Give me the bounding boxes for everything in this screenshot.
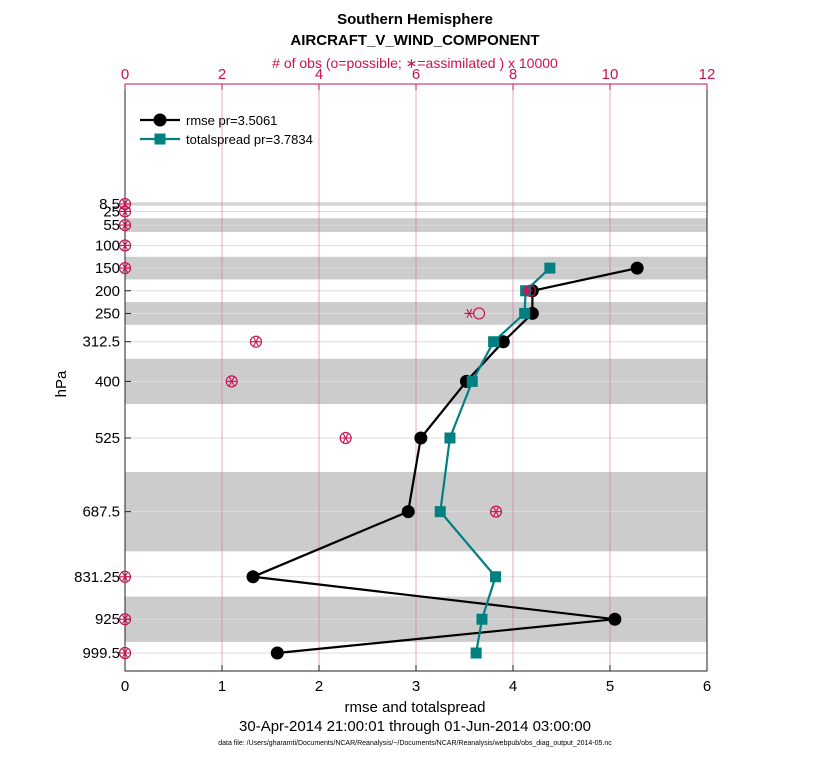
top-tick-label-3: 6 bbox=[412, 66, 420, 83]
series-line-0 bbox=[248, 267, 638, 655]
y-tick-label-4: 150 bbox=[95, 260, 120, 277]
obs-possible-marker-1 bbox=[118, 205, 132, 218]
spread-point-3 bbox=[488, 336, 500, 348]
y-tick-label-11: 831.25 bbox=[74, 569, 120, 586]
spread-point-2 bbox=[519, 307, 531, 319]
spread-point-7 bbox=[490, 571, 502, 583]
x-tick-label-2: 2 bbox=[315, 678, 323, 695]
obs-assimilated-marker-1 bbox=[120, 206, 130, 217]
y-tick-label-13: 999.5 bbox=[82, 645, 120, 662]
y-tick-label-6: 250 bbox=[95, 305, 120, 322]
y-tick-label-7: 312.5 bbox=[82, 334, 120, 351]
spread-point-8 bbox=[476, 613, 488, 625]
obs-assimilated-marker-10 bbox=[491, 507, 502, 517]
rmse-point-6 bbox=[401, 505, 415, 519]
rmse-point-5 bbox=[414, 431, 428, 445]
top-tick-label-6: 12 bbox=[699, 66, 716, 83]
top-tick-label-2: 4 bbox=[315, 66, 323, 83]
file-note: data file: /Users/gharamti/Documents/NCA… bbox=[218, 740, 612, 747]
obs-possible-marker-13 bbox=[118, 646, 132, 660]
y-tick-label-3: 100 bbox=[95, 237, 120, 254]
y-tick-label-9: 525 bbox=[95, 430, 120, 447]
obs-assimilated-marker-12 bbox=[120, 614, 130, 624]
obs-possible-marker-3 bbox=[118, 239, 132, 252]
obs-assimilated-marker-9 bbox=[340, 433, 351, 443]
chart-subtitle: AIRCRAFT_V_WIND_COMPONENT bbox=[290, 32, 539, 49]
legend-rmse-marker bbox=[153, 113, 167, 127]
spread-point-4 bbox=[466, 375, 478, 387]
obs-assimilated-marker-2 bbox=[120, 220, 130, 230]
obs-assimilated-marker-5 bbox=[522, 286, 533, 296]
obs-assimilated-marker-3 bbox=[120, 240, 130, 251]
obs-possible-marker-11 bbox=[118, 570, 132, 583]
top-tick-label-0: 0 bbox=[121, 66, 129, 83]
x-tick-label-4: 4 bbox=[509, 678, 517, 695]
y-tick-label-12: 925 bbox=[95, 611, 120, 628]
spread-point-5 bbox=[444, 432, 456, 444]
spread-point-6 bbox=[434, 506, 446, 518]
y-tick-label-2: 55 bbox=[103, 217, 120, 234]
y-axis-label: hPa bbox=[53, 370, 70, 397]
x-tick-label-0: 0 bbox=[121, 678, 129, 695]
series-line-1 bbox=[439, 267, 551, 654]
legend-rmse-label: rmse pr=3.5061 bbox=[186, 113, 277, 128]
obs-possible-marker-4 bbox=[118, 262, 132, 275]
y-tick-label-0: 8.5 bbox=[99, 196, 120, 213]
x-axis-label: rmse and totalspread bbox=[345, 699, 486, 716]
spread-point-0 bbox=[544, 262, 556, 274]
rmse-point-7 bbox=[246, 570, 260, 584]
y-tick-label-5: 200 bbox=[95, 283, 120, 300]
x-tick-label-3: 3 bbox=[412, 678, 420, 695]
obs-possible-marker-12 bbox=[118, 613, 132, 626]
obs-assimilated-marker-11 bbox=[120, 572, 130, 582]
rmse-point-9 bbox=[270, 646, 284, 660]
y-tick-label-8: 400 bbox=[95, 373, 120, 390]
y-tick-label-1: 25 bbox=[103, 203, 120, 220]
obs-possible-marker-7 bbox=[249, 335, 263, 348]
obs-possible-marker-8 bbox=[225, 375, 238, 388]
x-tick-label-6: 6 bbox=[703, 678, 711, 695]
obs-possible-marker-10 bbox=[489, 505, 503, 518]
chart-title: Southern Hemisphere bbox=[337, 11, 493, 28]
obs-possible-marker-2 bbox=[118, 218, 132, 232]
obs-possible-marker-0 bbox=[118, 197, 132, 211]
top-tick-label-4: 8 bbox=[509, 66, 517, 83]
top-tick-label-1: 2 bbox=[218, 66, 226, 83]
obs-assimilated-marker-7 bbox=[250, 337, 261, 347]
obs-assimilated-marker-8 bbox=[226, 376, 237, 386]
x-tick-label-5: 5 bbox=[606, 678, 614, 695]
x-tick-label-1: 1 bbox=[218, 678, 226, 695]
rmse-point-8 bbox=[608, 612, 622, 626]
obs-assimilated-marker-4 bbox=[120, 263, 130, 273]
top-axis-label: # of obs (o=possible; ∗=assimilated ) x … bbox=[272, 55, 558, 71]
obs-assimilated-marker-6 bbox=[464, 308, 475, 319]
spread-point-9 bbox=[470, 647, 482, 659]
rmse-point-3 bbox=[496, 335, 510, 349]
obs-assimilated-marker-0 bbox=[120, 199, 130, 209]
legend-spread-marker bbox=[154, 133, 166, 145]
rmse-point-0 bbox=[630, 261, 644, 275]
legend-spread-label: totalspread pr=3.7834 bbox=[186, 132, 313, 147]
y-tick-label-10: 687.5 bbox=[82, 504, 120, 521]
plot-area: 0 1 2 3 4 5 60 2 4 6 8 10 128.52555100150200250312.5… bbox=[74, 66, 715, 695]
top-tick-label-5: 10 bbox=[602, 66, 619, 83]
obs-assimilated-marker-13 bbox=[120, 648, 130, 658]
date-range: 30-Apr-2014 21:00:01 through 01-Jun-2014… bbox=[239, 718, 591, 735]
obs-possible-marker-9 bbox=[339, 431, 352, 445]
